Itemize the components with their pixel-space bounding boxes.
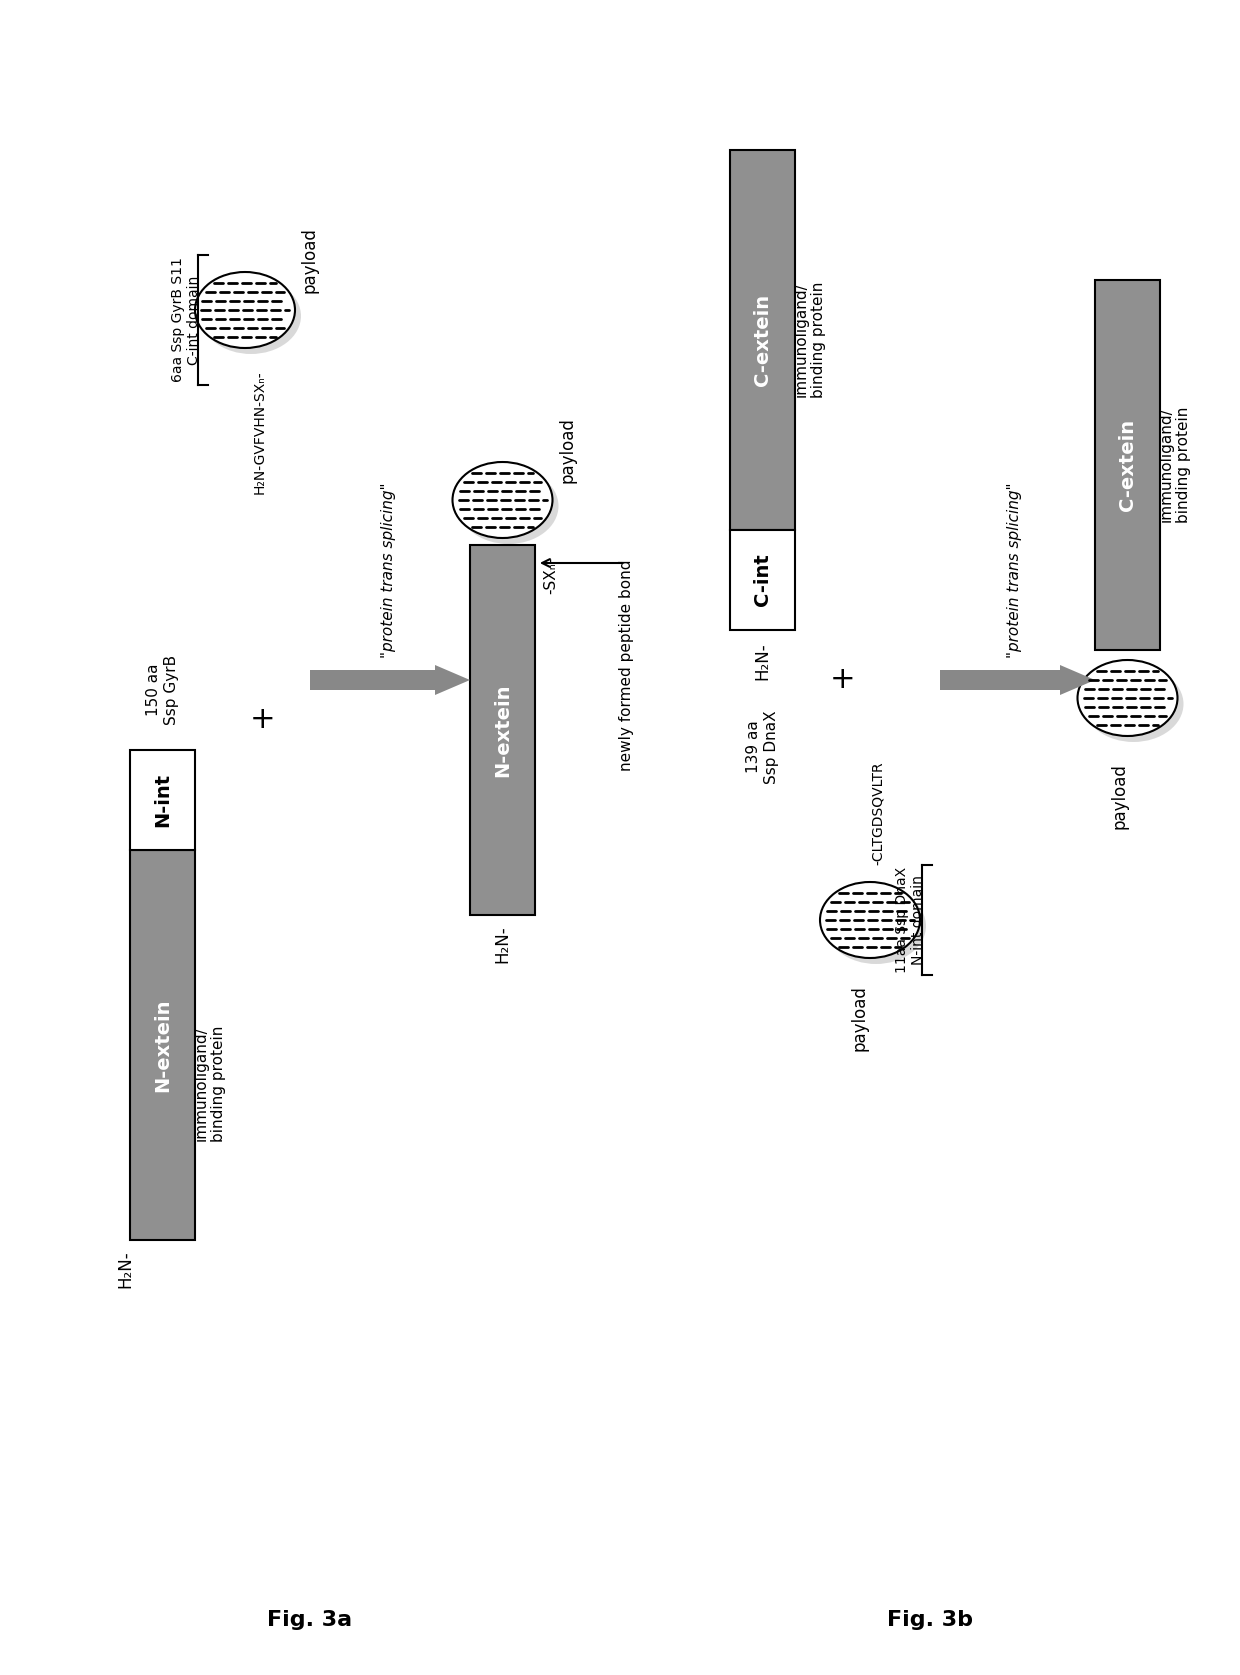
Text: 139 aa
Ssp DnaX: 139 aa Ssp DnaX xyxy=(746,710,779,784)
Text: N-extein: N-extein xyxy=(494,683,512,777)
Text: -CLTGDSQVLTR: -CLTGDSQVLTR xyxy=(870,762,885,864)
Text: -SXₙ-: -SXₙ- xyxy=(543,558,558,595)
Text: "protein trans splicing": "protein trans splicing" xyxy=(381,482,396,658)
Text: immunoligand/
binding protein: immunoligand/ binding protein xyxy=(1159,407,1192,523)
Text: payload: payload xyxy=(301,228,319,293)
Bar xyxy=(130,849,195,1240)
Ellipse shape xyxy=(1078,660,1178,735)
Polygon shape xyxy=(435,665,470,695)
Bar xyxy=(730,151,795,529)
Text: +: + xyxy=(830,665,856,695)
Text: +: + xyxy=(249,705,275,735)
Text: H₂N-: H₂N- xyxy=(494,925,511,963)
Text: H₂N-: H₂N- xyxy=(117,1250,134,1288)
Text: H₂N-: H₂N- xyxy=(754,642,771,680)
Text: N-int: N-int xyxy=(153,772,172,827)
Ellipse shape xyxy=(459,467,558,544)
Ellipse shape xyxy=(201,278,301,353)
Bar xyxy=(130,750,195,849)
Bar xyxy=(940,670,1060,690)
Polygon shape xyxy=(1060,665,1095,695)
Bar xyxy=(1095,280,1159,650)
Ellipse shape xyxy=(826,888,926,965)
Text: C-int: C-int xyxy=(753,554,773,606)
Text: Fig. 3b: Fig. 3b xyxy=(887,1610,973,1630)
Bar xyxy=(310,670,435,690)
Text: 150 aa
Ssp GyrB: 150 aa Ssp GyrB xyxy=(146,655,179,725)
Text: Fig. 3a: Fig. 3a xyxy=(268,1610,352,1630)
Text: payload: payload xyxy=(1111,764,1128,829)
Text: "protein trans splicing": "protein trans splicing" xyxy=(1007,482,1023,658)
Ellipse shape xyxy=(820,883,920,958)
Text: immunoligand/
binding protein: immunoligand/ binding protein xyxy=(193,1025,226,1142)
Bar xyxy=(470,544,534,915)
Text: 6aa Ssp GyrB S11
C-int domain: 6aa Ssp GyrB S11 C-int domain xyxy=(171,258,201,382)
Text: H₂N-GVFVHN-SXₙ-: H₂N-GVFVHN-SXₙ- xyxy=(253,370,267,494)
Text: immunoligand/
binding protein: immunoligand/ binding protein xyxy=(794,281,826,399)
Text: newly formed peptide bond: newly formed peptide bond xyxy=(620,559,635,770)
Text: N-extein: N-extein xyxy=(153,998,172,1092)
Ellipse shape xyxy=(195,271,295,348)
Text: 11aa Ssp DnaX
N-int domain: 11aa Ssp DnaX N-int domain xyxy=(895,868,925,973)
Ellipse shape xyxy=(1084,667,1183,742)
Text: payload: payload xyxy=(851,985,869,1050)
Text: C-extein: C-extein xyxy=(1118,419,1137,511)
Text: payload: payload xyxy=(558,417,577,482)
Text: C-extein: C-extein xyxy=(753,293,773,385)
Ellipse shape xyxy=(453,462,553,538)
Bar xyxy=(730,529,795,630)
